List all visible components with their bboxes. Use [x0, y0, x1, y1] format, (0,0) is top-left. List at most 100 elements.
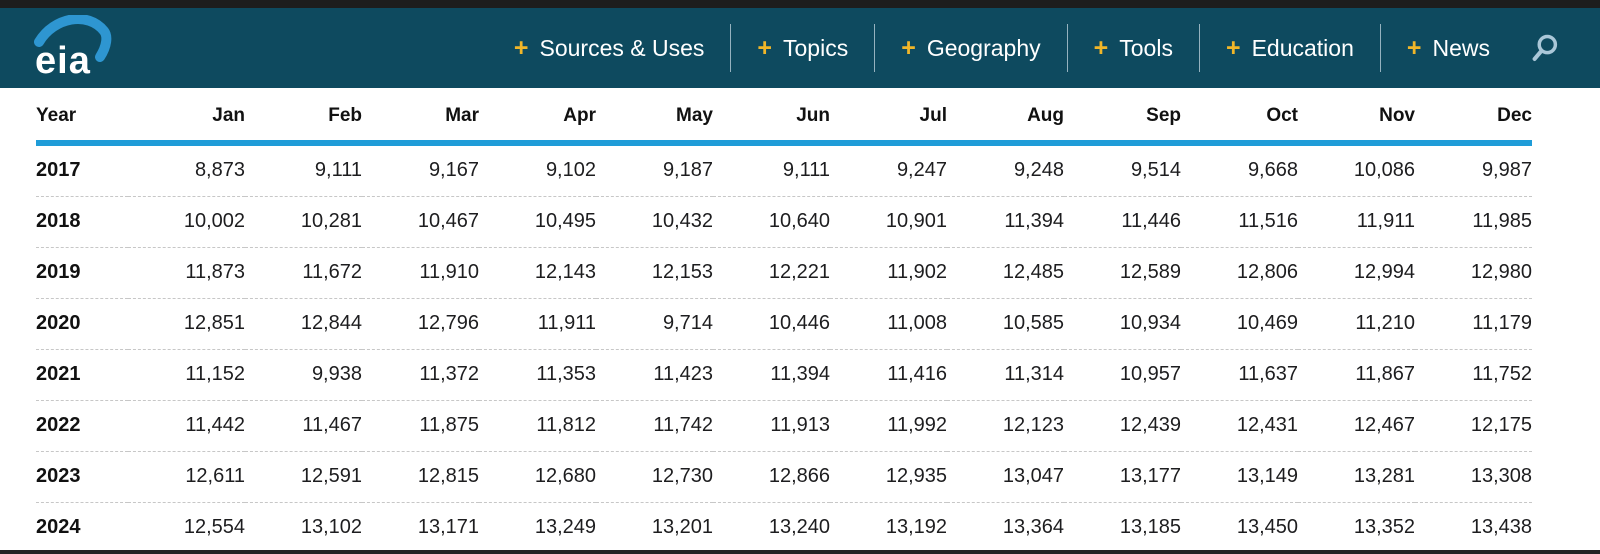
table-row: 2018 10,002 10,281 10,467 10,495 10,432 10,640…	[36, 197, 1532, 248]
value-cell: 12,589	[1119, 261, 1181, 283]
plus-icon: +	[1093, 33, 1109, 62]
value-cell: 11,416	[887, 363, 947, 385]
value-cell: 11,902	[887, 261, 947, 283]
column-header-month: Jul	[830, 88, 947, 146]
data-table-body: 2017 8,873 9,111 9,167 9,102 9,187 9,111 9,247 9…	[36, 143, 1532, 554]
nav-item-education[interactable]: + Education	[1198, 24, 1380, 72]
value-cell: 12,439	[1119, 414, 1181, 436]
value-cell: 8,873	[194, 159, 245, 181]
plus-icon: +	[1406, 33, 1422, 62]
value-cell: 13,450	[1236, 516, 1298, 538]
value-cell: 11,992	[887, 414, 947, 436]
bottom-border-strip	[0, 550, 1600, 554]
value-cell: 13,177	[1119, 465, 1181, 487]
value-cell: 13,281	[1353, 465, 1415, 487]
column-header-month: Mar	[362, 88, 479, 146]
value-cell: 12,844	[300, 312, 362, 334]
value-cell: 9,987	[1481, 159, 1532, 181]
value-cell: 11,910	[419, 261, 479, 283]
value-cell: 10,432	[651, 210, 713, 232]
table-row: 2020 12,851 12,844 12,796 11,911 9,714 10,446 1…	[36, 299, 1532, 350]
nav-item-label: News	[1432, 34, 1490, 61]
logo-swoosh-icon	[34, 13, 112, 62]
column-header-month: Jan	[128, 88, 245, 146]
table-row: 2023 12,611 12,591 12,815 12,680 12,730 12,866…	[36, 452, 1532, 503]
value-cell: 9,938	[311, 363, 362, 385]
year-cell: 2023	[36, 465, 81, 487]
value-cell: 12,175	[1470, 414, 1532, 436]
value-cell: 9,514	[1130, 159, 1181, 181]
nav-item-topics[interactable]: + Topics	[730, 24, 874, 72]
value-cell: 13,185	[1119, 516, 1181, 538]
value-cell: 12,935	[885, 465, 947, 487]
value-cell: 10,957	[1119, 363, 1181, 385]
value-cell: 9,167	[428, 159, 479, 181]
table-row: 2022 11,442 11,467 11,875 11,812 11,742 11,913…	[36, 401, 1532, 452]
value-cell: 11,394	[770, 363, 830, 385]
year-cell: 2020	[36, 312, 81, 334]
column-header-month: Feb	[245, 88, 362, 146]
value-cell: 12,806	[1236, 261, 1298, 283]
value-cell: 11,752	[1472, 363, 1532, 385]
monthly-data-table-container: Year Jan Feb Mar Apr May Jun Jul Aug Sep Oct Nov Dec…	[0, 88, 1600, 554]
value-cell: 12,796	[417, 312, 479, 334]
year-cell: 2022	[36, 414, 81, 436]
value-cell: 10,469	[1236, 312, 1298, 334]
value-cell: 10,446	[768, 312, 830, 334]
eia-logo[interactable]: eia	[34, 13, 112, 82]
value-cell: 11,637	[1238, 363, 1298, 385]
value-cell: 10,467	[417, 210, 479, 232]
value-cell: 12,123	[1002, 414, 1064, 436]
column-header-month: Sep	[1064, 88, 1181, 146]
logo-text: eia	[35, 40, 91, 77]
column-header-month: Jun	[713, 88, 830, 146]
value-cell: 13,102	[300, 516, 362, 538]
search-button[interactable]	[1516, 33, 1566, 63]
value-cell: 13,308	[1470, 465, 1532, 487]
value-cell: 12,851	[183, 312, 245, 334]
value-cell: 11,516	[1238, 210, 1298, 232]
value-cell: 10,585	[1002, 312, 1064, 334]
table-row: 2021 11,152 9,938 11,372 11,353 11,423 11,394 1…	[36, 350, 1532, 401]
column-header-month: Oct	[1181, 88, 1298, 146]
value-cell: 11,672	[302, 261, 362, 283]
value-cell: 11,394	[1004, 210, 1064, 232]
nav-item-tools[interactable]: + Tools	[1066, 24, 1199, 72]
nav-item-news[interactable]: + News	[1379, 24, 1516, 72]
value-cell: 9,248	[1013, 159, 1064, 181]
column-header-month: Aug	[947, 88, 1064, 146]
eia-logo-graphic: eia	[34, 13, 112, 82]
value-cell: 9,247	[896, 159, 947, 181]
value-cell: 11,372	[419, 363, 479, 385]
plus-icon: +	[1225, 33, 1241, 62]
value-cell: 12,143	[534, 261, 596, 283]
value-cell: 11,152	[185, 363, 245, 385]
search-icon	[1532, 34, 1558, 61]
value-cell: 11,353	[536, 363, 596, 385]
value-cell: 12,815	[417, 465, 479, 487]
value-cell: 10,281	[300, 210, 362, 232]
value-cell: 13,171	[417, 516, 479, 538]
table-row: 2019 11,873 11,672 11,910 12,143 12,153 12,221…	[36, 248, 1532, 299]
value-cell: 11,179	[1472, 312, 1532, 334]
value-cell: 11,314	[1004, 363, 1064, 385]
column-header-month: Dec	[1415, 88, 1532, 146]
column-header-month: Apr	[479, 88, 596, 146]
value-cell: 12,153	[651, 261, 713, 283]
value-cell: 10,002	[183, 210, 245, 232]
value-cell: 11,446	[1121, 210, 1181, 232]
table-row: 2024 12,554 13,102 13,171 13,249 13,201 13,240…	[36, 503, 1532, 554]
value-cell: 13,192	[885, 516, 947, 538]
nav-item-sources-uses[interactable]: + Sources & Uses	[488, 24, 731, 72]
year-cell: 2017	[36, 159, 81, 181]
plus-icon: +	[901, 33, 916, 62]
value-cell: 11,812	[536, 414, 596, 436]
value-cell: 9,111	[782, 159, 830, 181]
value-cell: 11,467	[302, 414, 362, 436]
nav-item-label: Topics	[783, 34, 849, 61]
value-cell: 12,554	[183, 516, 245, 538]
value-cell: 12,467	[1353, 414, 1415, 436]
plus-icon: +	[513, 33, 529, 62]
nav-item-geography[interactable]: + Geography	[874, 24, 1066, 72]
column-header-month: May	[596, 88, 713, 146]
